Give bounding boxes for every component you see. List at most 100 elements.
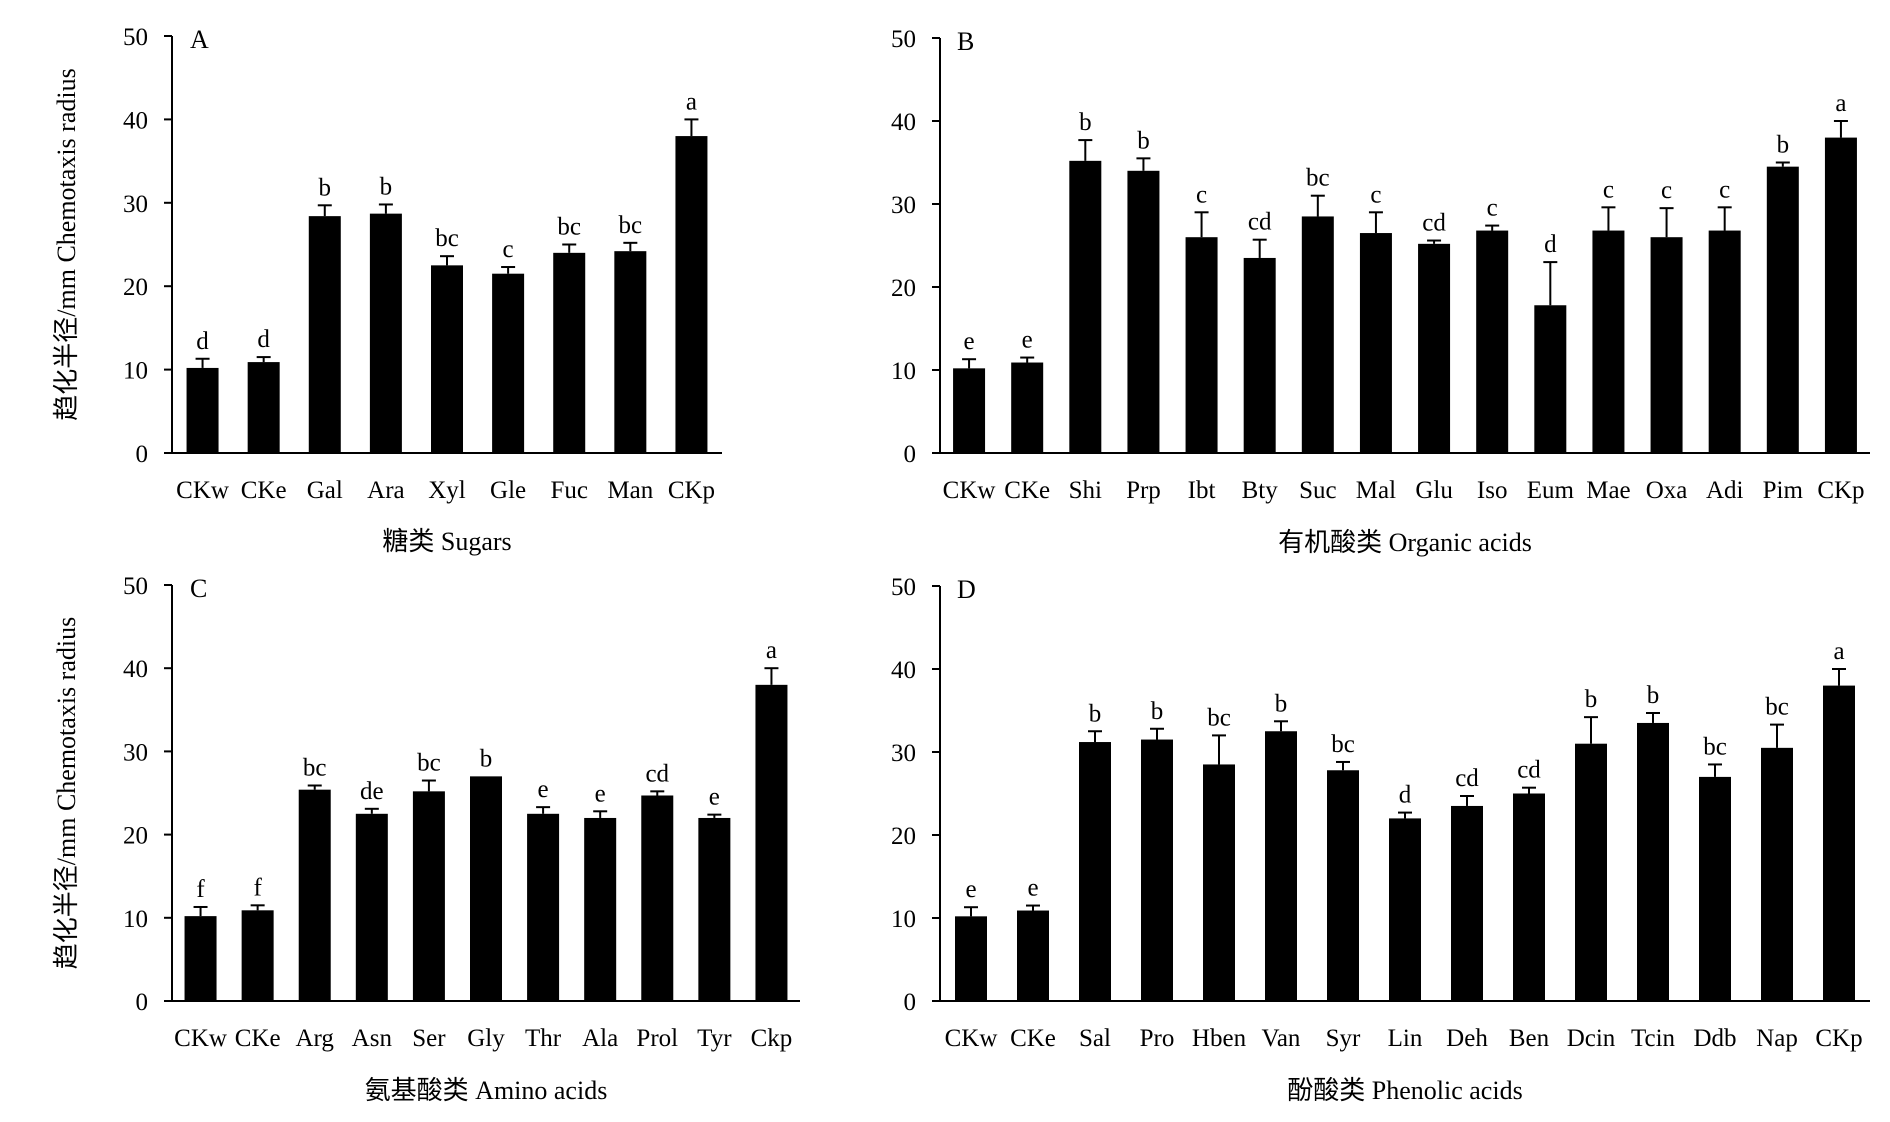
- panel-c-x-axis-title: 氨基酸类 Amino acids: [365, 1076, 608, 1105]
- panel-a-category-label: CKe: [241, 477, 287, 504]
- panel-c-y-tick-label: 40: [123, 656, 148, 683]
- panel-d-category-label: Ben: [1509, 1025, 1550, 1052]
- panel-c-bar-ala: [584, 817, 617, 1001]
- panel-d-significance-label: bc: [1765, 694, 1789, 721]
- panel-d-bar-lin: [1389, 818, 1421, 1001]
- panel-d-significance-label: b: [1275, 690, 1288, 717]
- panel-b-significance-label: b: [1777, 132, 1790, 159]
- panel-a-y-axis-title: 趋化半径/mm Chemotaxis radius: [52, 68, 81, 420]
- panel-d-significance-label: bc: [1331, 731, 1355, 758]
- panel-d-y-tick-label: 0: [904, 989, 917, 1016]
- panel-a-bar-fuc: [553, 252, 586, 453]
- panel-b-significance-label: c: [1487, 195, 1498, 222]
- panel-b-bar-ckw: [953, 368, 986, 453]
- panel-a-significance-label: d: [196, 328, 209, 355]
- panel-b-bar-mal: [1359, 233, 1392, 453]
- panel-b-significance-label: e: [1022, 327, 1033, 354]
- panel-a-x-axis-title: 糖类 Sugars: [382, 527, 511, 556]
- panel-a-category-label: CKp: [668, 477, 715, 504]
- panel-b-y-tick-label: 20: [891, 275, 916, 302]
- panel-a-bar-gle: [492, 273, 525, 453]
- panel-d-significance-label: b: [1585, 686, 1598, 713]
- panel-c-bar-ckw: [184, 916, 217, 1001]
- panel-b-y-tick-label: 30: [891, 192, 916, 219]
- panel-b-bar-oxa: [1650, 237, 1683, 453]
- panel-c-significance-label: e: [709, 784, 720, 811]
- panel-c-bar-ckp: [755, 684, 788, 1001]
- panel-d-bar-pro: [1141, 739, 1173, 1001]
- panel-d-category-label: Tcin: [1631, 1025, 1676, 1052]
- panel-d-y-tick-label: 50: [891, 574, 916, 601]
- panel-d-bar-ddb: [1699, 776, 1731, 1001]
- panel-d-category-label: Van: [1262, 1025, 1301, 1052]
- panel-b-bar-mae: [1592, 230, 1625, 453]
- panel-c-category-label: Asn: [352, 1025, 393, 1052]
- panel-c-category-label: Gly: [467, 1025, 505, 1052]
- panel-b-category-label: Mal: [1356, 477, 1396, 504]
- panel-d-bar-tcin: [1637, 722, 1669, 1001]
- panel-d-bar-ben: [1513, 793, 1545, 1001]
- panel-d-bar-ckp: [1823, 685, 1855, 1001]
- panel-d-significance-label: b: [1089, 700, 1102, 727]
- panel-b-significance-label: cd: [1422, 210, 1446, 237]
- panel-d-significance-label: e: [1027, 875, 1038, 902]
- panel-d-significance-label: b: [1151, 698, 1164, 725]
- panel-d-category-label: Syr: [1326, 1025, 1361, 1052]
- panel-b-significance-label: a: [1835, 90, 1846, 117]
- panel-d-category-label: CKe: [1010, 1025, 1056, 1052]
- panel-d-category-label: CKw: [945, 1025, 998, 1052]
- panel-b-significance-label: b: [1079, 109, 1092, 136]
- panel-a-bar-xyl: [431, 265, 463, 453]
- panel-d-y-tick-label: 40: [891, 657, 916, 684]
- panel-c-category-label: Arg: [296, 1025, 335, 1052]
- panel-a: 0 10 20 30 40 50 Ad CKw d CKe b Gal b Ara bc Xyl c Gle bc F…: [52, 24, 722, 556]
- panel-c-bar-tyr: [698, 817, 731, 1001]
- panel-d-y-tick-label: 30: [891, 740, 916, 767]
- panel-c-bar-asn: [355, 813, 388, 1001]
- panel-b-y-tick-label: 40: [891, 109, 916, 136]
- panel-c-significance-label: bc: [417, 750, 441, 777]
- panel-a-y-tick-label: 10: [123, 358, 148, 385]
- panel-a-significance-label: c: [503, 236, 514, 263]
- panel-d-category-label: Deh: [1446, 1025, 1488, 1052]
- panel-a-y-tick-label: 30: [123, 191, 148, 218]
- panel-a-significance-label: d: [257, 326, 270, 353]
- panel-a-significance-label: b: [380, 173, 393, 200]
- panel-c-significance-label: f: [253, 874, 262, 901]
- panel-c-category-label: Ala: [582, 1025, 618, 1052]
- panel-b-category-label: Oxa: [1646, 477, 1688, 504]
- panel-c-bar-gly: [470, 776, 502, 1001]
- panel-c-y-tick-label: 0: [136, 989, 149, 1016]
- panel-d-bar-van: [1265, 731, 1297, 1001]
- panel-c-bar-cke: [241, 910, 274, 1001]
- panel-d-significance-label: bc: [1207, 704, 1231, 731]
- panel-a-category-label: Gal: [307, 477, 343, 504]
- panel-a-category-label: Ara: [367, 477, 404, 504]
- panel-a-bar-gal: [308, 216, 341, 453]
- panel-a-significance-label: bc: [557, 214, 581, 241]
- panel-c-significance-label: e: [595, 780, 606, 807]
- panel-a-bar-ckw: [186, 367, 219, 453]
- panel-d-category-label: Dcin: [1567, 1025, 1616, 1052]
- panel-b-bar-glu: [1418, 243, 1451, 453]
- panel-c-y-tick-label: 30: [123, 739, 148, 766]
- panel-d-significance-label: cd: [1517, 757, 1541, 784]
- panel-a-y-tick-label: 40: [123, 107, 148, 134]
- panel-c-significance-label: e: [538, 776, 549, 803]
- panel-b-significance-label: c: [1196, 181, 1207, 208]
- panel-d-significance-label: d: [1399, 782, 1412, 809]
- panel-d-y-tick-label: 20: [891, 823, 916, 850]
- panel-c-significance-label: de: [360, 778, 384, 805]
- panel-a-category-label: Fuc: [550, 477, 588, 504]
- panel-c-category-label: CKe: [235, 1025, 281, 1052]
- panel-b-bar-adi: [1708, 230, 1741, 453]
- panel-b-significance-label: c: [1370, 181, 1381, 208]
- panel-d-x-axis-title: 酚酸类 Phenolic acids: [1287, 1076, 1522, 1105]
- panel-a-y-tick-label: 20: [123, 274, 148, 301]
- panel-b-category-label: Pim: [1763, 477, 1804, 504]
- panel-b-bar-eum: [1534, 305, 1567, 453]
- panel-d-bar-cke: [1017, 910, 1049, 1001]
- panel-b-category-label: CKw: [943, 477, 996, 504]
